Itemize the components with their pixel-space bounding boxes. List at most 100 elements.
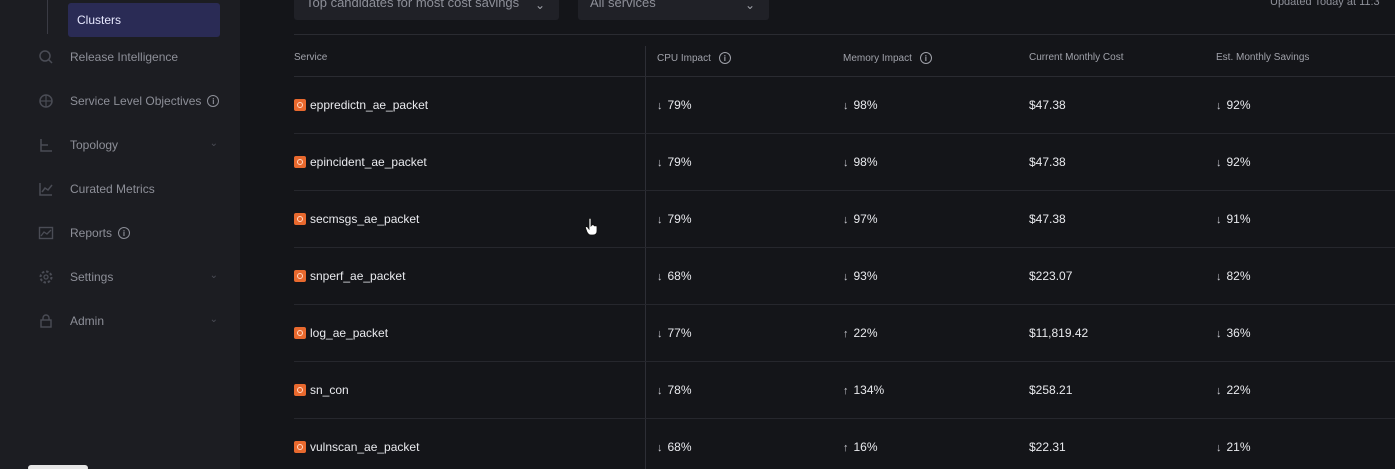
table-row[interactable]: epincident_ae_packet ↓ 79% ↓ 98% $47.38 ↓ 92% (294, 134, 1395, 191)
table-row[interactable]: sn_con ↓ 78% ↑ 134% $258.21 ↓ 22% (294, 362, 1395, 419)
sidebar-item-settings[interactable]: Settings ⌄ (36, 266, 226, 288)
cpu-impact-cell: ↓ 79% (657, 191, 692, 248)
service-icon (294, 213, 306, 225)
column-header-savings[interactable]: Est. Monthly Savings (1216, 52, 1309, 63)
cpu-impact-cell: ↓ 79% (657, 77, 692, 134)
cpu-impact-value: 78% (667, 383, 692, 397)
savings-value: 92% (1226, 98, 1251, 112)
service-icon (294, 99, 306, 111)
monthly-cost-cell: $47.38 (1029, 191, 1066, 248)
trend-arrow-icon: ↓ (1216, 214, 1222, 226)
service-icon (294, 156, 306, 168)
sidebar-item-topology[interactable]: Topology ⌄ (36, 134, 226, 156)
sidebar-item-curated-metrics[interactable]: Curated Metrics (36, 178, 226, 200)
chevron-down-icon[interactable]: ⌄ (209, 314, 218, 325)
monthly-cost-cell: $22.31 (1029, 419, 1066, 469)
memory-impact-value: 134% (853, 383, 885, 397)
info-icon[interactable]: i (718, 52, 731, 64)
sidebar-item-reports[interactable]: Reports i (36, 222, 226, 244)
cpu-impact-value: 68% (667, 440, 692, 454)
column-header-label: Current Monthly Cost (1029, 52, 1124, 63)
service-cell[interactable]: log_ae_packet (294, 305, 388, 362)
savings-cell: ↓ 36% (1216, 305, 1251, 362)
cpu-impact-value: 68% (667, 269, 692, 283)
column-header-memory[interactable]: Memory Impact i (843, 52, 932, 64)
table-row[interactable]: eppredictn_ae_packet ↓ 79% ↓ 98% $47.38 ↓ 92% (294, 77, 1395, 134)
service-filter-dropdown[interactable]: All services ⌄ (578, 0, 769, 20)
row-divider (294, 190, 1395, 191)
memory-impact-cell: ↑ 22% (843, 305, 878, 362)
monthly-cost-cell: $258.21 (1029, 362, 1072, 419)
sidebar-item-slo[interactable]: Service Level Objectives i (36, 90, 226, 112)
sidebar-item-release-intelligence[interactable]: Release Intelligence (36, 46, 226, 68)
sidebar-item-label: Service Level Objectives (70, 94, 202, 108)
chevron-down-icon[interactable]: ⌄ (209, 138, 218, 149)
sidebar-item-label: Release Intelligence (70, 50, 179, 64)
column-header-label: Est. Monthly Savings (1216, 52, 1310, 63)
service-cell[interactable]: sn_con (294, 362, 349, 419)
info-icon[interactable]: i (118, 227, 131, 239)
memory-impact-value: 98% (853, 155, 878, 169)
savings-value: 82% (1226, 269, 1251, 283)
table-row[interactable]: log_ae_packet ↓ 77% ↑ 22% $11,819.42 ↓ 36% (294, 305, 1395, 362)
cpu-impact-cell: ↓ 79% (657, 134, 692, 191)
trend-arrow-icon: ↓ (657, 385, 663, 397)
savings-cell: ↓ 91% (1216, 191, 1251, 248)
service-cell[interactable]: snperf_ae_packet (294, 248, 405, 305)
cpu-impact-value: 79% (667, 98, 692, 112)
trend-arrow-icon: ↓ (843, 214, 849, 226)
service-cell[interactable]: eppredictn_ae_packet (294, 77, 428, 134)
savings-cell: ↓ 92% (1216, 77, 1251, 134)
savings-value: 36% (1226, 326, 1251, 340)
chevron-down-icon: ⌄ (534, 0, 545, 12)
sidebar-item-label: Curated Metrics (70, 182, 155, 196)
service-name: eppredictn_ae_packet (310, 98, 429, 112)
trend-arrow-icon: ↓ (1216, 385, 1222, 397)
service-cell[interactable]: epincident_ae_packet (294, 134, 427, 191)
service-cell[interactable]: vulnscan_ae_packet (294, 419, 419, 469)
column-header-service[interactable]: Service (294, 52, 327, 63)
column-header-label: CPU Impact (657, 52, 711, 64)
topology-icon (36, 137, 56, 153)
chevron-down-icon: ⌄ (744, 0, 755, 12)
service-cell[interactable]: secmsgs_ae_packet (294, 191, 419, 248)
column-header-cost[interactable]: Current Monthly Cost (1029, 52, 1123, 63)
sidebar-item-admin[interactable]: Admin ⌄ (36, 310, 226, 332)
info-icon[interactable]: i (207, 95, 220, 107)
sidebar-item-label: Reports (70, 226, 113, 240)
chevron-down-icon[interactable]: ⌄ (209, 270, 218, 281)
sidebar-item-label: Admin (70, 314, 105, 328)
updated-timestamp: Updated Today at 11:3 (1270, 0, 1380, 8)
sidebar-item-label: Settings (70, 270, 114, 284)
cpu-impact-cell: ↓ 68% (657, 419, 692, 469)
monthly-cost-cell: $11,819.42 (1029, 305, 1088, 362)
scroll-handle[interactable] (28, 465, 88, 469)
memory-impact-cell: ↓ 97% (843, 191, 878, 248)
service-icon (294, 327, 306, 339)
sort-dropdown[interactable]: Top candidates for most cost savings ⌄ (294, 0, 559, 20)
sidebar-item-clusters[interactable]: Clusters (68, 3, 220, 37)
table-row[interactable]: snperf_ae_packet ↓ 68% ↓ 93% $223.07 ↓ 82% (294, 248, 1395, 305)
column-header-label: Service (294, 52, 328, 63)
monthly-cost-value: $47.38 (1029, 212, 1066, 226)
memory-impact-cell: ↑ 134% (843, 362, 884, 419)
cpu-impact-cell: ↓ 68% (657, 248, 692, 305)
monthly-cost-value: $47.38 (1029, 98, 1066, 112)
table-row[interactable]: vulnscan_ae_packet ↓ 68% ↑ 16% $22.31 ↓ 21% (294, 419, 1395, 469)
trend-arrow-icon: ↑ (843, 442, 849, 454)
trend-arrow-icon: ↓ (843, 157, 849, 169)
cpu-impact-cell: ↓ 77% (657, 305, 692, 362)
service-name: sn_con (310, 383, 349, 397)
table-row[interactable]: secmsgs_ae_packet ↓ 79% ↓ 97% $47.38 ↓ 91% (294, 191, 1395, 248)
cpu-impact-cell: ↓ 78% (657, 362, 692, 419)
trend-arrow-icon: ↓ (657, 157, 663, 169)
cpu-impact-value: 79% (667, 212, 692, 226)
cpu-impact-value: 79% (667, 155, 692, 169)
service-icon (294, 441, 306, 453)
service-name: log_ae_packet (310, 326, 389, 340)
savings-value: 91% (1226, 212, 1251, 226)
column-header-cpu[interactable]: CPU Impact i (657, 52, 731, 64)
monthly-cost-cell: $223.07 (1029, 248, 1072, 305)
info-icon[interactable]: i (919, 52, 932, 64)
trend-arrow-icon: ↓ (657, 100, 663, 112)
